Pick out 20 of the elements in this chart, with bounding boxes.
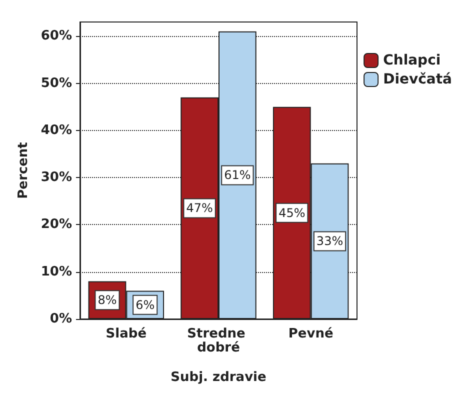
data-label: 47% — [186, 201, 213, 216]
data-label: 45% — [278, 206, 306, 220]
x-axis-title: Subj. zdravie — [170, 370, 266, 385]
y-tick-label: 10% — [40, 264, 72, 280]
data-label: 33% — [316, 234, 344, 248]
data-label: 8% — [98, 293, 117, 308]
x-tick-label: Slabé — [106, 326, 147, 342]
legend-label: Chlapci — [383, 52, 441, 68]
y-tick-label: 0% — [50, 312, 72, 326]
data-label: 61% — [224, 168, 251, 182]
y-axis-title: Percent — [16, 142, 31, 199]
y-tick-label: 30% — [40, 170, 72, 186]
x-tick-label: Pevné — [288, 326, 334, 342]
y-tick-label: 20% — [40, 217, 72, 232]
legend-label: Dievčatá — [383, 72, 452, 88]
x-tick-label: Stredne dobré — [187, 326, 250, 356]
y-tick-label: 50% — [40, 76, 72, 91]
y-tick-label: 60% — [40, 28, 72, 44]
y-tick-label: 40% — [40, 122, 72, 138]
data-label: 6% — [136, 298, 155, 312]
